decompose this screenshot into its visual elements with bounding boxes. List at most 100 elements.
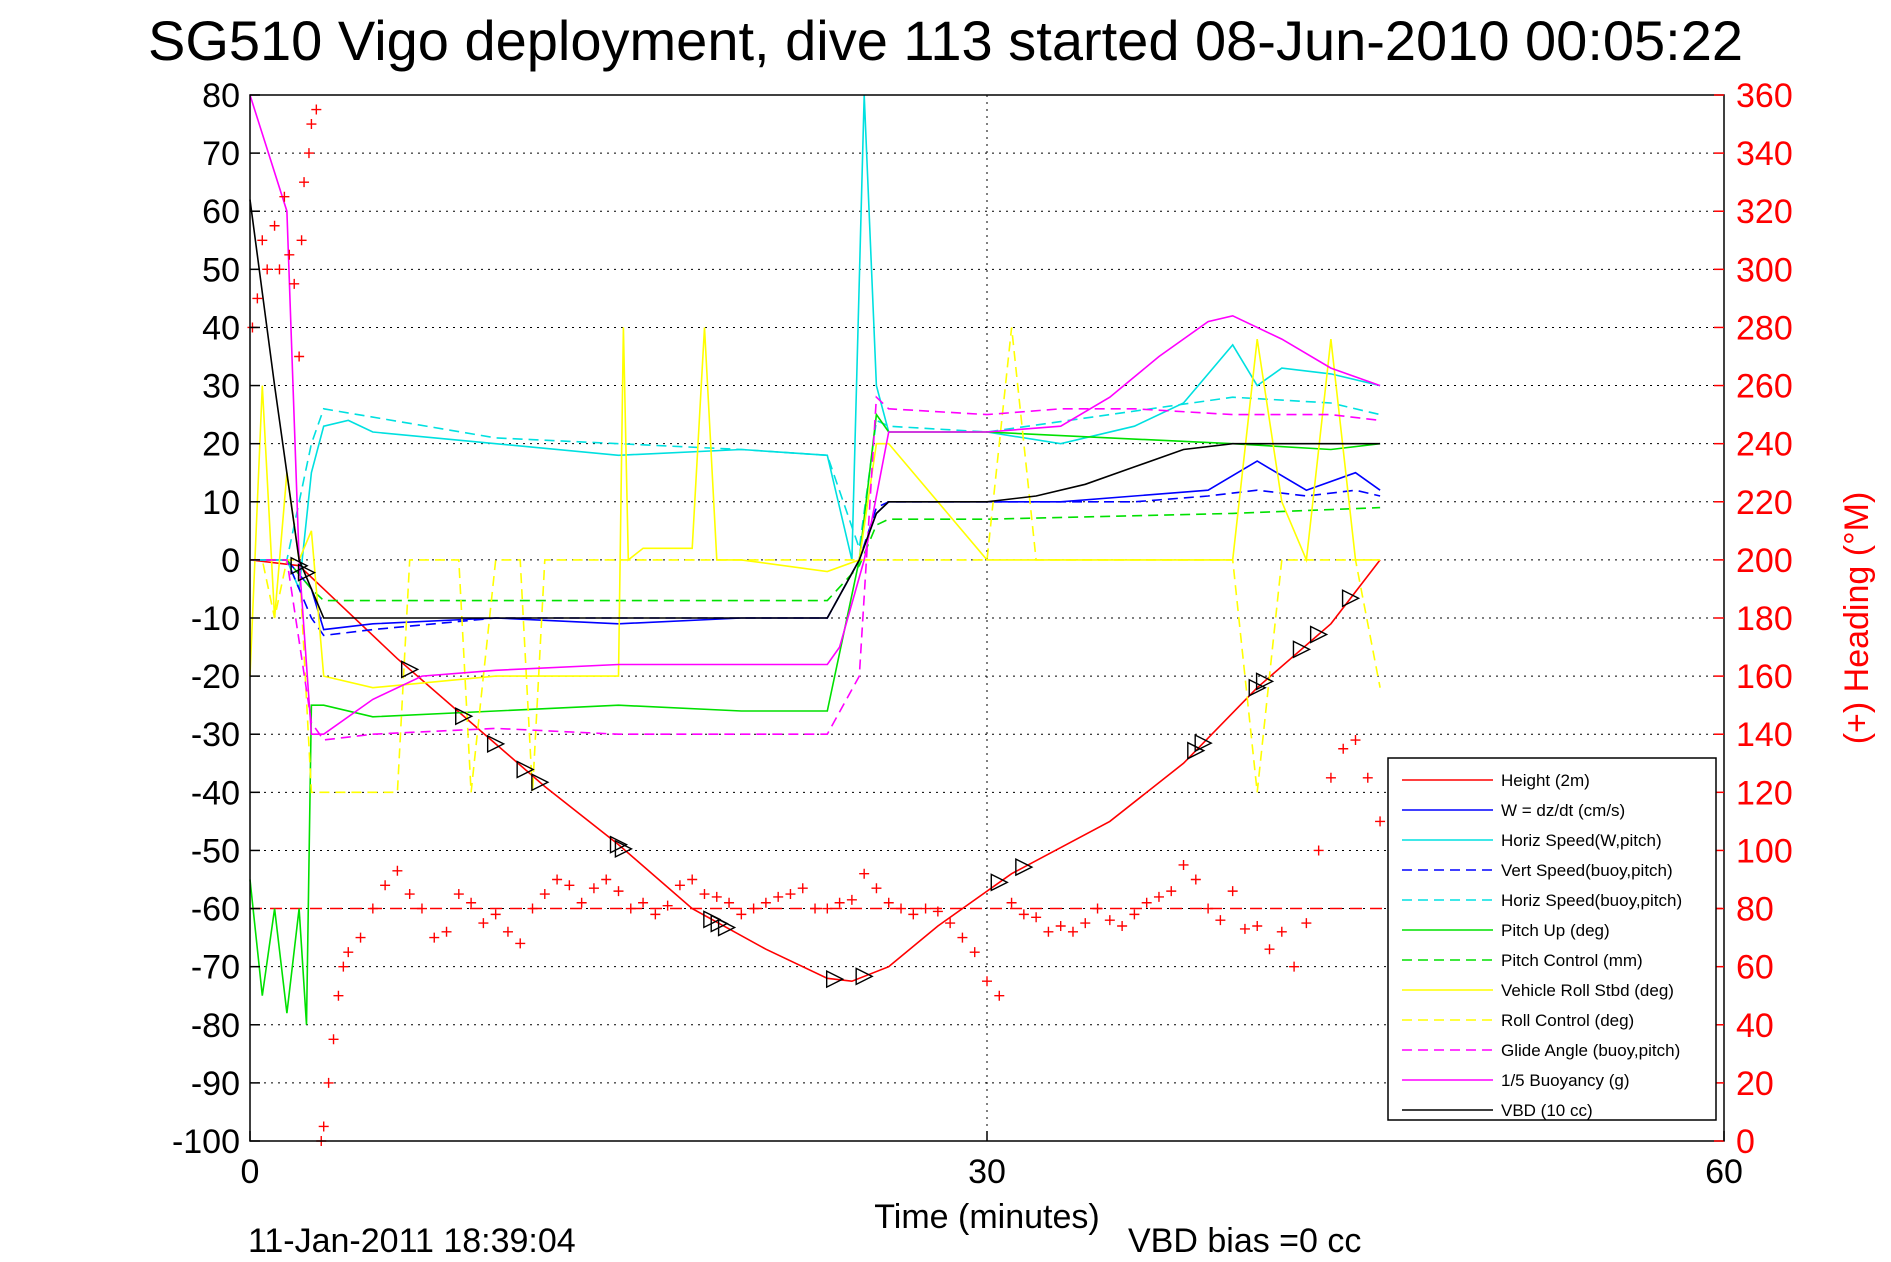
y-right-tick-label: 80 xyxy=(1736,891,1774,929)
heading-point xyxy=(1325,772,1336,783)
heading-point xyxy=(1043,926,1054,937)
heading-point xyxy=(969,947,980,958)
y-right-tick-label: 140 xyxy=(1736,716,1793,754)
right-axis-label: (+) Heading (°M) xyxy=(1838,492,1876,745)
y-right-tick-label: 200 xyxy=(1736,542,1793,580)
triangle-marker xyxy=(455,707,474,726)
heading-point xyxy=(588,883,599,894)
y-tick-label: 20 xyxy=(202,426,240,464)
heading-point xyxy=(932,906,943,917)
heading-point xyxy=(834,897,845,908)
heading-point xyxy=(441,926,452,937)
heading-point xyxy=(687,874,698,885)
series-group xyxy=(249,94,1381,1025)
y-tick-label: 40 xyxy=(202,309,240,347)
heading-point xyxy=(453,889,464,900)
heading-point xyxy=(760,897,771,908)
heading-point xyxy=(323,1077,334,1088)
y-right-tick-label: 160 xyxy=(1736,658,1793,696)
triangle-marker xyxy=(990,873,1009,892)
legend-label-7: Vehicle Roll Stbd (deg) xyxy=(1501,981,1674,1000)
y-tick-label: -40 xyxy=(191,774,240,812)
y-tick-label: -80 xyxy=(191,1007,240,1045)
heading-point xyxy=(1153,891,1164,902)
triangle-marker xyxy=(516,760,535,779)
heading-point xyxy=(724,897,735,908)
y-tick-label: 30 xyxy=(202,368,240,406)
heading-point xyxy=(515,938,526,949)
legend-label-0: Height (2m) xyxy=(1501,771,1590,790)
heading-point xyxy=(650,909,661,920)
legend-label-11: VBD (10 cc) xyxy=(1501,1101,1593,1120)
y-right-tick-label: 340 xyxy=(1736,135,1793,173)
heading-point xyxy=(552,874,563,885)
triangle-marker xyxy=(297,563,317,582)
heading-point xyxy=(380,880,391,891)
heading-point xyxy=(338,961,349,972)
heading-point xyxy=(908,909,919,920)
heading-point xyxy=(1215,915,1226,926)
heading-point xyxy=(1252,920,1263,931)
series-line-7 xyxy=(249,327,1381,689)
series-line-6 xyxy=(250,506,1381,602)
heading-point xyxy=(318,1121,329,1132)
heading-point xyxy=(274,264,285,275)
y-right-tick-label: 260 xyxy=(1736,368,1793,406)
triangle-markers xyxy=(290,556,1361,989)
y-right-tick-label: 360 xyxy=(1736,77,1793,115)
heading-point xyxy=(262,264,273,275)
legend-label-8: Roll Control (deg) xyxy=(1501,1011,1634,1030)
y-right-tick-label: 280 xyxy=(1736,309,1793,347)
heading-point xyxy=(539,889,550,900)
axis-ticks: 80706050403020100-10-20-30-40-50-60-70-8… xyxy=(172,77,1793,1191)
heading-point xyxy=(269,220,280,231)
heading-point xyxy=(896,903,907,914)
heading-point xyxy=(1362,772,1373,783)
heading-point xyxy=(785,889,796,900)
series-line-11 xyxy=(249,199,1381,619)
heading-point xyxy=(1203,903,1214,914)
legend-label-10: 1/5 Buoyancy (g) xyxy=(1501,1071,1630,1090)
legend-box xyxy=(1387,757,1717,1121)
heading-point xyxy=(773,891,784,902)
legend-label-3: Vert Speed(buoy,pitch) xyxy=(1501,861,1673,880)
heading-point xyxy=(1178,859,1189,870)
heading-point xyxy=(490,909,501,920)
y-right-tick-label: 240 xyxy=(1736,426,1793,464)
legend-label-9: Glide Angle (buoy,pitch) xyxy=(1501,1041,1680,1060)
heading-point xyxy=(994,990,1005,1001)
heading-point xyxy=(333,990,344,1001)
y-right-tick-label: 120 xyxy=(1736,774,1793,812)
series-line-10 xyxy=(249,94,1381,736)
heading-point xyxy=(736,909,747,920)
heading-point xyxy=(284,249,295,260)
heading-point xyxy=(846,894,857,905)
timestamp-label: 11-Jan-2011 18:39:04 xyxy=(248,1222,576,1260)
y-right-tick-label: 180 xyxy=(1736,600,1793,638)
y-right-tick-label: 40 xyxy=(1736,1007,1774,1045)
heading-point xyxy=(1338,743,1349,754)
heading-point xyxy=(328,1034,339,1045)
triangle-marker xyxy=(717,918,737,937)
heading-point xyxy=(1239,923,1250,934)
y-right-tick-label: 220 xyxy=(1736,484,1793,522)
heading-point xyxy=(576,897,587,908)
heading-point xyxy=(674,880,685,891)
legend: Height (2m) W = dz/dt (cm/s) Horiz Speed(W… xyxy=(1387,757,1717,1121)
triangle-marker xyxy=(825,970,845,989)
y-tick-label: -10 xyxy=(191,600,240,638)
heading-point xyxy=(601,874,612,885)
heading-point xyxy=(1190,874,1201,885)
legend-label-6: Pitch Control (mm) xyxy=(1501,951,1643,970)
heading-point xyxy=(1375,816,1386,827)
heading-point xyxy=(748,903,759,914)
legend-label-4: Horiz Speed(buoy,pitch) xyxy=(1501,891,1682,910)
heading-point xyxy=(920,903,931,914)
y-tick-label: -90 xyxy=(191,1065,240,1103)
heading-point xyxy=(478,918,489,929)
y-tick-label: 0 xyxy=(221,542,240,580)
heading-point xyxy=(1289,961,1300,972)
heading-point xyxy=(429,932,440,943)
y-tick-label: -20 xyxy=(191,658,240,696)
